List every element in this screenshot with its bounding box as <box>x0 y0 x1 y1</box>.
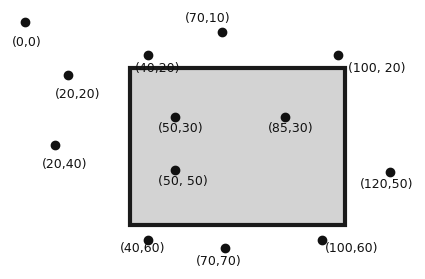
Text: (85,30): (85,30) <box>268 122 314 135</box>
Text: (100,60): (100,60) <box>325 242 379 255</box>
Text: (70,70): (70,70) <box>196 255 242 268</box>
Text: (40,60): (40,60) <box>120 242 165 255</box>
Text: (0,0): (0,0) <box>12 36 42 49</box>
Text: (70,10): (70,10) <box>185 12 231 25</box>
Text: (120,50): (120,50) <box>360 178 414 191</box>
Bar <box>130 68 345 225</box>
Text: (20,40): (20,40) <box>42 158 88 171</box>
Text: (50, 50): (50, 50) <box>158 175 208 188</box>
Text: (20,20): (20,20) <box>55 88 100 101</box>
Text: (40,20): (40,20) <box>135 62 181 75</box>
Text: (50,30): (50,30) <box>158 122 204 135</box>
Text: (100, 20): (100, 20) <box>348 62 405 75</box>
